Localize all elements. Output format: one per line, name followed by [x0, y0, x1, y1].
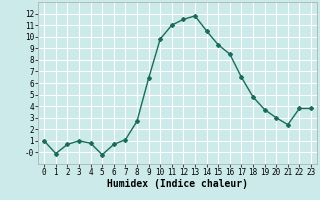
X-axis label: Humidex (Indice chaleur): Humidex (Indice chaleur): [107, 179, 248, 189]
